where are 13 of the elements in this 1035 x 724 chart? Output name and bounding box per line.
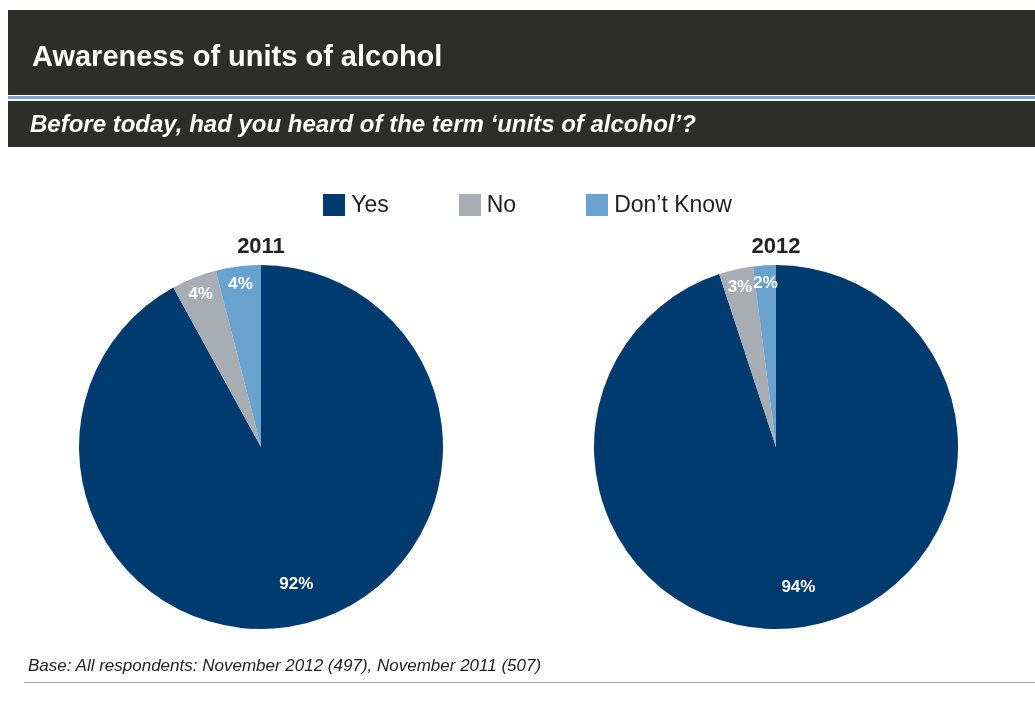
text: 2011 — [236, 233, 286, 259]
text: Base: All respondents: November 2012 (497), November 2011 (507) — [28, 656, 542, 676]
legend-label: Don’t Know — [614, 191, 732, 218]
text: Awareness of units of alcohol — [32, 40, 443, 73]
legend-label: Yes — [351, 191, 389, 218]
data-label: 94% — [781, 576, 816, 596]
text: Before today, had you heard of the term ‘units of alcohol’? — [30, 110, 696, 138]
data-label: 92% — [279, 574, 314, 594]
data-label: 4% — [188, 284, 213, 304]
data-label: 3% — [727, 276, 753, 296]
chart-title: 2012 — [750, 233, 802, 259]
legend-label: No — [486, 191, 517, 218]
data-label: 4% — [228, 274, 253, 294]
